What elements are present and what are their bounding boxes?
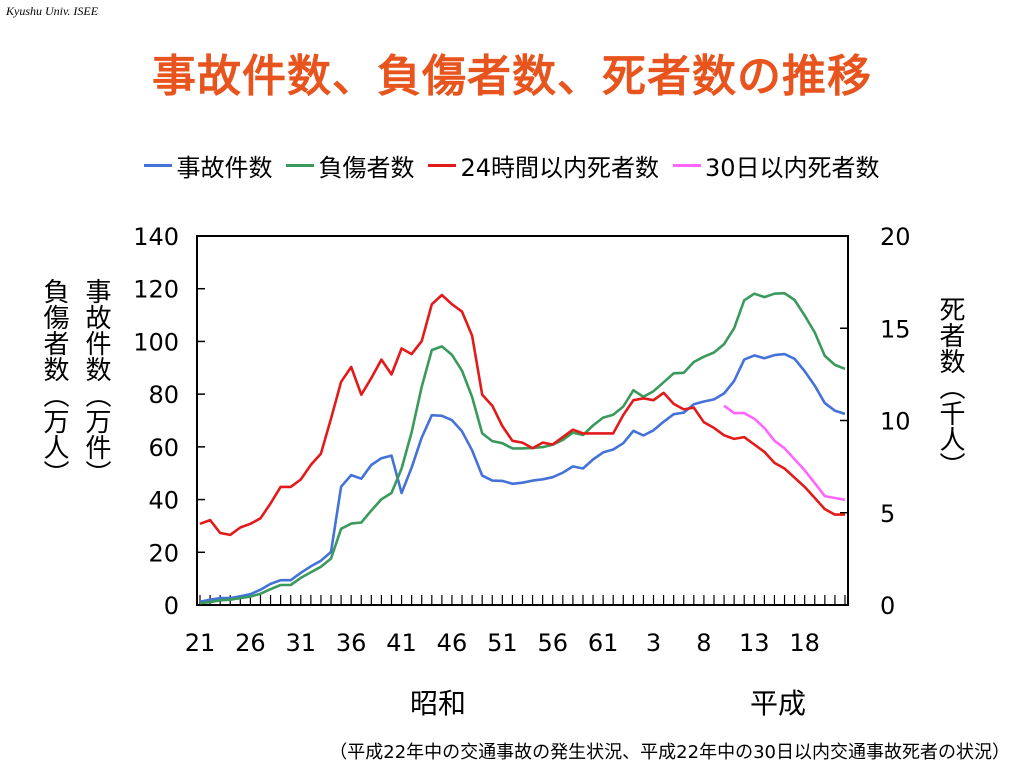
legend-label-deaths30: 30日以内死者数 bbox=[705, 154, 880, 182]
left-axis-tick-label: 40 bbox=[148, 487, 179, 515]
header-note: Kyushu Univ. ISEE bbox=[6, 4, 99, 18]
left-axis-label-accidents: 事故件数（万件） bbox=[81, 278, 111, 486]
legend-item-injured: 負傷者数 bbox=[286, 148, 414, 183]
legend-item-accidents: 事故件数 bbox=[144, 148, 272, 183]
right-axis-tick-label: 5 bbox=[880, 500, 895, 528]
x-axis-tick-label: 13 bbox=[739, 629, 770, 657]
x-axis-tick-label: 46 bbox=[437, 629, 468, 657]
plot-frame bbox=[196, 235, 849, 606]
line-injured bbox=[199, 291, 846, 605]
x-axis-tick-label: 26 bbox=[235, 629, 266, 657]
legend-swatch-deaths24 bbox=[428, 164, 457, 167]
x-axis-tick-label: 21 bbox=[185, 629, 216, 657]
series-layer bbox=[199, 291, 846, 605]
line-deaths-30d bbox=[723, 404, 846, 502]
x-axis-tick-label: 3 bbox=[646, 629, 661, 657]
legend-swatch-deaths30 bbox=[673, 164, 701, 167]
right-axis-tick-label: 10 bbox=[880, 408, 911, 436]
legend-swatch-injured bbox=[286, 164, 315, 167]
era-label-heisei: 平成 bbox=[750, 687, 807, 720]
chart-legend: 事故件数 負傷者数 24時間以内死者数 30日以内死者数 bbox=[0, 148, 1024, 183]
x-axis-tick-label: 18 bbox=[789, 629, 820, 657]
legend-label-accidents: 事故件数 bbox=[176, 154, 273, 182]
x-axis-tick-label: 56 bbox=[537, 629, 568, 657]
right-axis-tick-label: 15 bbox=[880, 315, 911, 343]
right-axis-label: 死者数（千人） bbox=[935, 296, 965, 478]
legend-label-injured: 負傷者数 bbox=[318, 154, 415, 182]
left-axis-label-injured: 負傷者数（万人） bbox=[39, 278, 69, 486]
right-axis-tick-label: 0 bbox=[880, 592, 895, 620]
left-axis-tick-label: 120 bbox=[133, 276, 179, 304]
left-axis-tick-label: 20 bbox=[148, 539, 179, 567]
right-axis-tick-label: 20 bbox=[880, 223, 911, 251]
x-axis-tick-label: 51 bbox=[487, 629, 518, 657]
legend-label-deaths24: 24時間以内死者数 bbox=[460, 154, 659, 182]
footnote: （平成22年中の交通事故の発生状況、平成22年中の30日以内交通事故死者の状況） bbox=[329, 742, 1010, 763]
left-axis-tick-label: 140 bbox=[133, 223, 179, 251]
left-axis-tick-label: 100 bbox=[133, 328, 179, 356]
line-deaths-24h bbox=[199, 293, 845, 537]
legend-swatch-accidents bbox=[144, 164, 173, 167]
axes-layer: 0 20 40 60 80 100 120 140 0 5 10 15 20 21 26 31 36 41 46 51… bbox=[133, 223, 910, 657]
legend-item-deaths24: 24時間以内死者数 bbox=[428, 148, 659, 183]
page-title: 事故件数、負傷者数、死者数の推移 bbox=[152, 51, 872, 102]
left-axis-tick-label: 0 bbox=[164, 592, 179, 620]
left-axis-tick-label: 60 bbox=[148, 434, 179, 462]
left-axis-tick-label: 80 bbox=[148, 381, 179, 409]
x-axis-tick-label: 31 bbox=[286, 629, 317, 657]
legend-item-deaths30: 30日以内死者数 bbox=[673, 148, 880, 183]
line-accidents bbox=[199, 352, 846, 604]
x-axis-tick-label: 36 bbox=[336, 629, 367, 657]
x-axis-tick-label: 8 bbox=[696, 629, 711, 657]
x-axis-tick-label: 61 bbox=[588, 629, 619, 657]
x-axis-tick-label: 41 bbox=[386, 629, 417, 657]
era-label-showa: 昭和 bbox=[410, 687, 467, 720]
